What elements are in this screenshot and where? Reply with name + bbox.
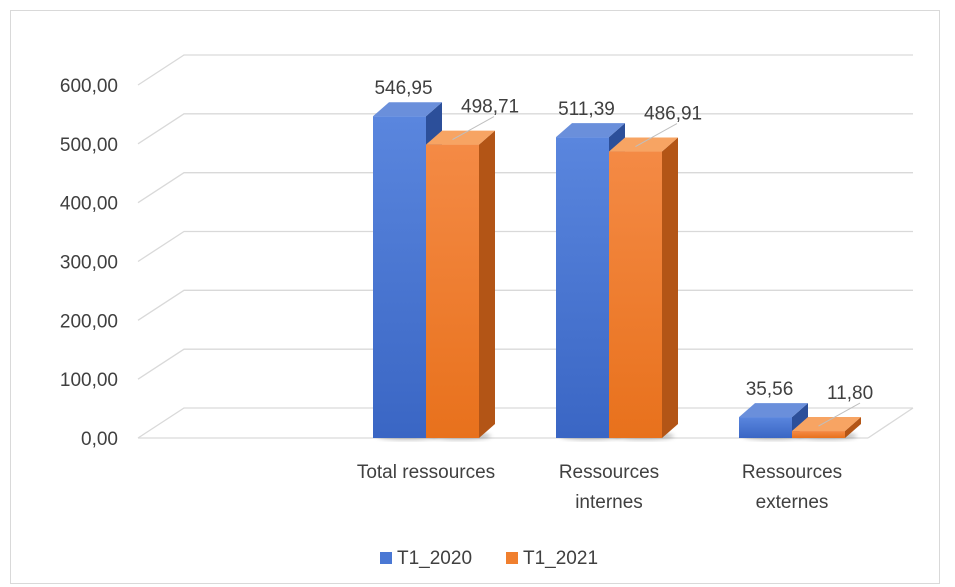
- legend: T1_2020 T1_2021: [380, 548, 598, 569]
- gridlines: [137, 54, 914, 439]
- bar-T1_2021-0: [426, 144, 479, 438]
- floor-side-edge: [867, 407, 914, 439]
- gridline: [137, 289, 913, 321]
- bar-top-T1_2021-0: [426, 130, 495, 145]
- data-label-T1_2020-2: 35,56: [746, 379, 794, 400]
- bar-top-T1_2021-2: [792, 417, 861, 432]
- gridline: [137, 348, 913, 380]
- legend-label-T1_2020: T1_2020: [397, 548, 472, 569]
- data-label-T1_2021-1: 486,91: [644, 104, 702, 125]
- y-tick-label: 200,00: [60, 311, 118, 332]
- gridline: [137, 230, 913, 263]
- gridline: [137, 113, 913, 145]
- data-label-T1_2021-2: 11,80: [827, 383, 873, 404]
- bar-T1_2021-2: [792, 431, 845, 438]
- y-tick-label: 0,00: [81, 429, 118, 450]
- legend-swatch-T1_2020: [380, 552, 392, 564]
- legend-label-T1_2021: T1_2021: [523, 548, 598, 569]
- x-axis: Total ressources Ressources internes Ressou…: [357, 462, 842, 513]
- data-label-T1_2020-0: 546,95: [374, 78, 432, 99]
- bar-top-T1_2020-2: [739, 403, 808, 418]
- bar-side-T1_2021-2: [845, 417, 861, 438]
- x-category-label: externes: [756, 492, 829, 513]
- data-label-leader: [635, 123, 678, 147]
- y-tick-label: 400,00: [60, 194, 118, 215]
- bar-T1_2020-0: [373, 116, 426, 438]
- data-labels: 546,95 498,71 511,39 486,91 35,56 11,80: [374, 78, 873, 427]
- bar-top-T1_2021-1: [609, 137, 678, 152]
- y-tick-label: 100,00: [60, 370, 118, 391]
- bar-side-T1_2021-0: [479, 130, 495, 438]
- y-tick-label: 300,00: [60, 253, 118, 274]
- y-axis: 0,00 100,00 200,00 300,00 400,00 500,00 600,00: [60, 76, 118, 450]
- x-category-label: Ressources: [742, 462, 842, 483]
- bar-T1_2020-2: [739, 417, 792, 438]
- x-category-label: Ressources: [559, 462, 659, 483]
- y-tick-label: 600,00: [60, 76, 118, 97]
- bars: [373, 102, 861, 440]
- gridline: [137, 172, 913, 204]
- bar-top-T1_2020-1: [556, 123, 625, 138]
- bar-T1_2021-1: [609, 151, 662, 439]
- y-tick-label: 500,00: [60, 135, 118, 156]
- x-category-label: internes: [575, 492, 643, 513]
- gridline: [137, 54, 913, 86]
- x-category-label: Total ressources: [357, 462, 495, 483]
- bar-top-T1_2020-0: [373, 102, 442, 117]
- legend-swatch-T1_2021: [506, 552, 518, 564]
- bar-side-T1_2021-1: [662, 137, 678, 439]
- data-label-T1_2021-0: 498,71: [461, 97, 519, 118]
- data-label-leader: [818, 402, 861, 427]
- data-label-leader: [452, 116, 495, 141]
- bar-T1_2020-1: [556, 137, 609, 439]
- data-label-T1_2020-1: 511,39: [558, 99, 615, 120]
